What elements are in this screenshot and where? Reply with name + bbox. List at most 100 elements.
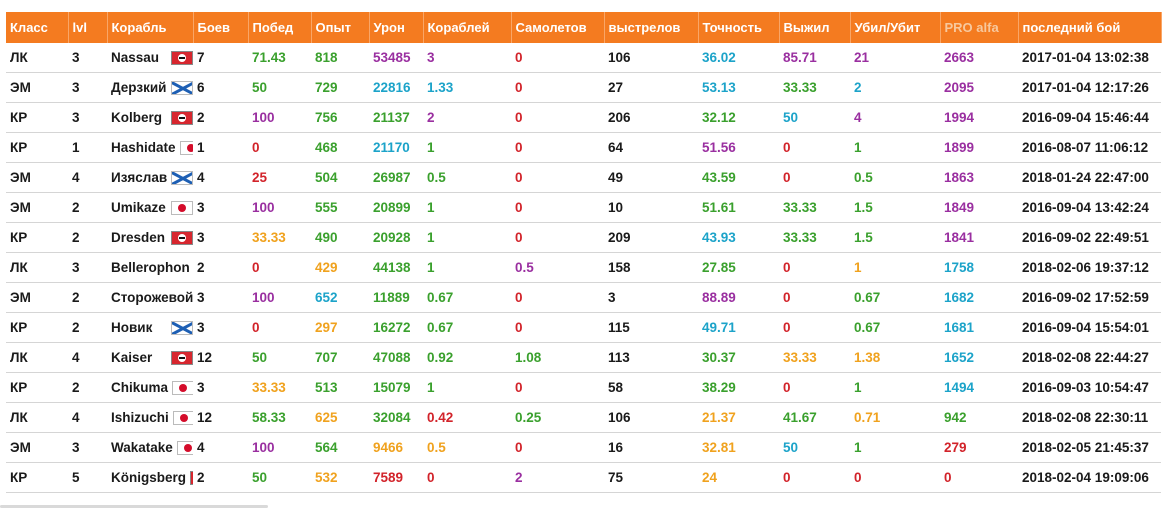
damage-cell: 9466 xyxy=(369,432,423,463)
damage-cell: 22816 xyxy=(369,72,423,103)
pro-alfa-cell: 279 xyxy=(940,432,1018,463)
ship-cell: Chikuma xyxy=(107,372,193,403)
japan-flag-icon xyxy=(172,411,193,426)
ship-cell: Kolberg xyxy=(107,102,193,133)
column-header[interactable]: Урон xyxy=(369,12,424,43)
ships-killed-cell: 1.33 xyxy=(423,72,511,103)
survived-cell: 0 xyxy=(779,462,850,493)
shots-cell: 3 xyxy=(604,282,698,313)
class-cell: ЛК xyxy=(6,402,68,433)
ships-killed-cell: 0.5 xyxy=(423,162,511,193)
column-header[interactable]: Выжил xyxy=(779,12,851,43)
accuracy-cell: 38.29 xyxy=(698,372,779,403)
table-row: ЭМ 3 Wakatake 4 100 564 9466 0.5 0 16 32.81 50 1 279 2… xyxy=(6,432,1161,463)
planes-killed-cell: 0 xyxy=(511,72,604,103)
exp-cell: 504 xyxy=(311,162,369,193)
last-battle-cell: 2016-08-07 11:06:12 xyxy=(1018,132,1161,163)
class-cell: ЛК xyxy=(6,43,68,73)
column-header[interactable]: последний бой xyxy=(1018,12,1162,43)
class-cell: ЭМ xyxy=(6,192,68,223)
japan-flag-icon xyxy=(179,141,193,156)
damage-cell: 44138 xyxy=(369,252,423,283)
column-header[interactable]: Убил/Убит xyxy=(850,12,941,43)
kill-death-cell: 1 xyxy=(850,372,940,403)
ship-cell: Дерзкий xyxy=(107,72,193,103)
pro-alfa-cell: 1652 xyxy=(940,342,1018,373)
kill-death-cell: 1.38 xyxy=(850,342,940,373)
column-header[interactable]: Самолетов xyxy=(511,12,605,43)
survived-cell: 0 xyxy=(779,252,850,283)
survived-cell: 85.71 xyxy=(779,43,850,73)
last-battle-cell: 2018-02-06 19:37:12 xyxy=(1018,252,1161,283)
column-header[interactable]: lvl xyxy=(68,12,108,43)
table-row: ЛК 4 Kaiser 12 50 707 47088 0.92 1.08 113 30.37 33.… xyxy=(6,342,1161,373)
table-row: ЭМ 2 Umikaze 3 100 555 20899 1 0 10 51.61 33.33 1.5 1… xyxy=(6,192,1161,223)
accuracy-cell: 27.85 xyxy=(698,252,779,283)
battles-cell: 1 xyxy=(193,132,248,163)
wins-cell: 50 xyxy=(248,72,311,103)
ship-cell: Wakatake xyxy=(107,432,193,463)
shots-cell: 27 xyxy=(604,72,698,103)
shots-cell: 106 xyxy=(604,402,698,433)
ships-killed-cell: 1 xyxy=(423,372,511,403)
ship-name: Kaiser xyxy=(111,349,153,365)
shots-cell: 106 xyxy=(604,43,698,73)
table-row: КР 2 Новик 3 0 297 16272 0.67 0 115 49.71 0 0.67 1681… xyxy=(6,312,1161,343)
german-flag-icon xyxy=(171,111,193,126)
wins-cell: 100 xyxy=(248,432,311,463)
kill-death-cell: 0.71 xyxy=(850,402,940,433)
class-cell: ЭМ xyxy=(6,72,68,103)
russian-naval-flag-icon xyxy=(171,81,193,96)
column-header[interactable]: PRO alfa xyxy=(940,12,1019,43)
shots-cell: 16 xyxy=(604,432,698,463)
ships-killed-cell: 1 xyxy=(423,132,511,163)
horizontal-scrollbar[interactable] xyxy=(0,505,268,508)
exp-cell: 818 xyxy=(311,43,369,73)
kill-death-cell: 1.5 xyxy=(850,192,940,223)
kill-death-cell: 0 xyxy=(850,462,940,493)
ships-killed-cell: 0.42 xyxy=(423,402,511,433)
ship-cell: Bellerophon xyxy=(107,252,193,283)
level-cell: 2 xyxy=(68,312,107,343)
table-row: ЭМ 3 Дерзкий 6 50 729 22816 1.33 0 27 53.13 33.33 2 2… xyxy=(6,72,1161,103)
survived-cell: 0 xyxy=(779,312,850,343)
damage-cell: 11889 xyxy=(369,282,423,313)
damage-cell: 26987 xyxy=(369,162,423,193)
battles-cell: 7 xyxy=(193,43,248,73)
ship-name: Umikaze xyxy=(111,199,166,215)
battles-cell: 2 xyxy=(193,462,248,493)
accuracy-cell: 32.12 xyxy=(698,102,779,133)
planes-killed-cell: 0 xyxy=(511,312,604,343)
japan-flag-icon xyxy=(171,201,193,216)
accuracy-cell: 32.81 xyxy=(698,432,779,463)
column-header[interactable]: Кораблей xyxy=(423,12,512,43)
column-header[interactable]: Опыт xyxy=(311,12,370,43)
class-cell: ЭМ xyxy=(6,432,68,463)
ship-cell: Сторожевой xyxy=(107,282,193,313)
battles-cell: 6 xyxy=(193,72,248,103)
ship-cell: Изяслав xyxy=(107,162,193,193)
planes-killed-cell: 0 xyxy=(511,222,604,253)
ship-cell: Nassau xyxy=(107,43,193,73)
column-header[interactable]: Побед xyxy=(248,12,312,43)
exp-cell: 297 xyxy=(311,312,369,343)
column-header[interactable]: Класс xyxy=(6,12,69,43)
shots-cell: 115 xyxy=(604,312,698,343)
column-header[interactable]: Боев xyxy=(193,12,249,43)
level-cell: 1 xyxy=(68,132,107,163)
planes-killed-cell: 0 xyxy=(511,162,604,193)
column-header[interactable]: Точность xyxy=(698,12,780,43)
level-cell: 4 xyxy=(68,402,107,433)
german-flag-icon xyxy=(171,51,193,66)
survived-cell: 0 xyxy=(779,372,850,403)
ships-killed-cell: 0.67 xyxy=(423,312,511,343)
table-row: ЭМ 2 Сторожевой 3 100 652 11889 0.67 0 3 88.89 0 0.6… xyxy=(6,282,1161,313)
ship-cell: Ishizuchi xyxy=(107,402,193,433)
accuracy-cell: 30.37 xyxy=(698,342,779,373)
shots-cell: 206 xyxy=(604,102,698,133)
last-battle-cell: 2016-09-02 17:52:59 xyxy=(1018,282,1161,313)
column-header[interactable]: выстрелов xyxy=(604,12,699,43)
accuracy-cell: 21.37 xyxy=(698,402,779,433)
kill-death-cell: 0.5 xyxy=(850,162,940,193)
column-header[interactable]: Корабль xyxy=(107,12,194,43)
